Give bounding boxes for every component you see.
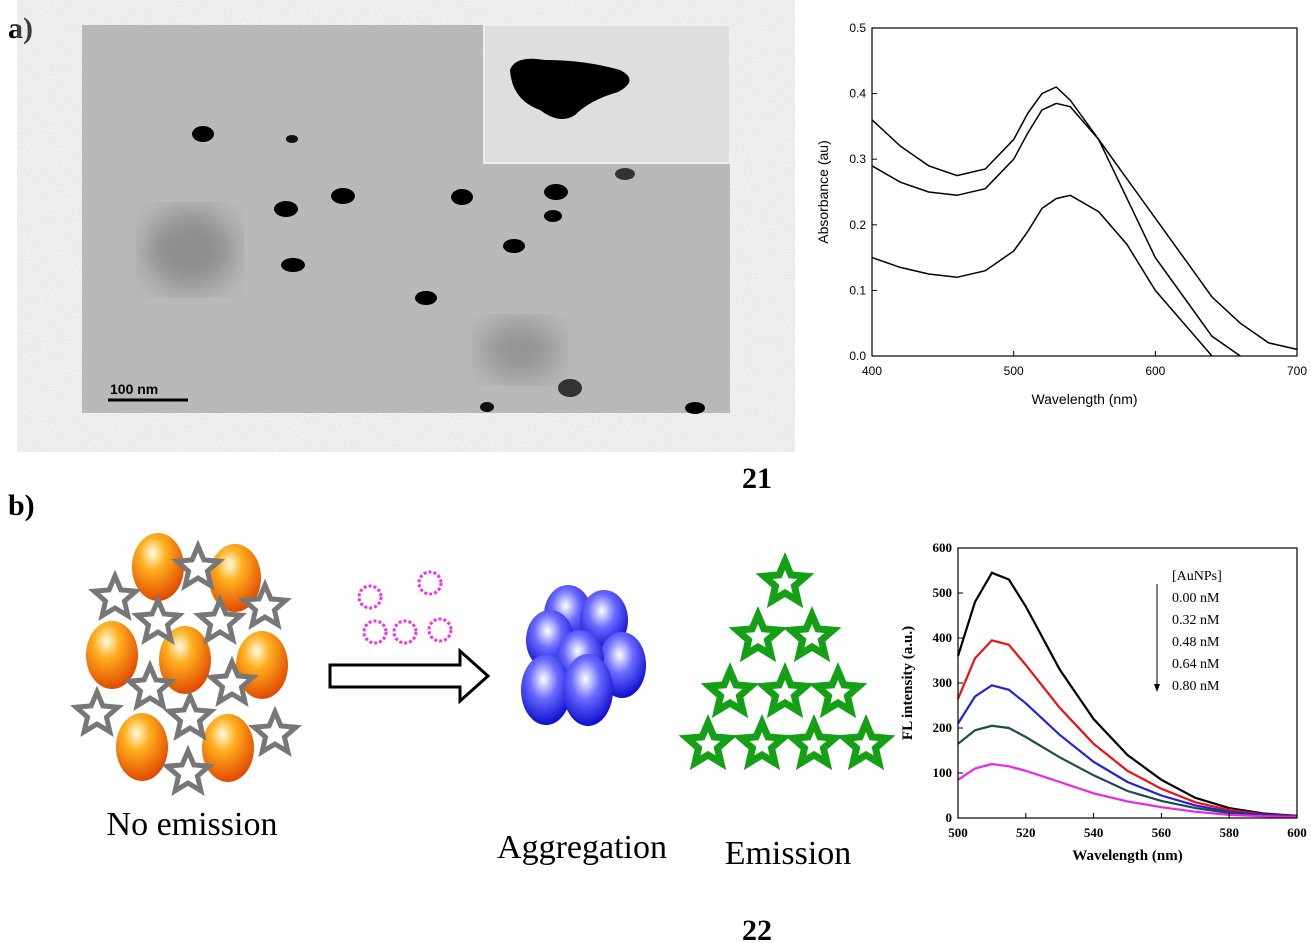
y-tick-label: 300 [933,675,953,690]
tem-image-part [480,320,560,380]
tem-image-part [145,210,235,290]
chart: 0.0 0.1 0.2 0.3 0.4 0.5 400 500 600 700 Wavelength… [815,21,1307,407]
tem-image-part [480,402,494,412]
y-tick-label: 0.2 [849,218,866,232]
data-line [872,87,1297,349]
figure-number: 21 [742,462,772,495]
y-tick-label: 600 [933,540,953,555]
tem-image-part [544,210,562,222]
scheme-label: No emission [107,806,278,843]
x-tick-label: 540 [1084,825,1104,840]
no-emission-cluster-part-part [254,712,296,752]
y-tick-label: 0.1 [849,283,866,297]
x-tick-label: 520 [1016,825,1036,840]
x-axis-label: Wavelength (nm) [1072,848,1182,864]
no-emission-cluster-part-part [169,696,211,736]
panel-label: b) [8,489,35,522]
tem-image: 100 nm [82,25,730,414]
y-axis-label: Absorbance (au) [815,140,831,244]
data-line [958,573,1297,816]
x-tick-label: 560 [1152,825,1172,840]
y-tick-label: 0.3 [849,152,866,166]
no-emission-cluster-part-part [76,692,118,732]
panel-label: a) [8,12,33,45]
x-tick-label: 600 [1287,825,1307,840]
emission-stars-part [791,615,833,655]
analyte [359,572,451,643]
data-line [872,195,1212,356]
figure-number: 22 [742,914,772,943]
emission-stars-part [764,671,806,711]
tem-image-part [281,258,305,272]
legend: [AuNPs] 0.00 nM 0.32 nM 0.48 nM 0.64 nM 0.80 … [1154,569,1222,694]
aggregate-part [563,654,613,726]
emission-stars-part [737,615,779,655]
no-emission-cluster [76,533,296,791]
analyte-part [429,619,451,641]
chart: 0 100 200 300 400 500 600 500 520 540 560 580 600 Wav… [900,540,1307,864]
x-tick-label: 700 [1287,364,1307,378]
legend-entry: 0.32 nM [1172,613,1220,628]
emission-stars [687,561,887,763]
legend-arrowhead [1154,684,1160,692]
tem-image-part [192,126,214,142]
emission-stars-part [793,723,835,763]
x-tick-label: 500 [1004,364,1024,378]
y-tick-label: 100 [933,765,953,780]
emission-stars-part [709,671,751,711]
emission-stars-part [764,561,806,601]
plot-frame [958,548,1297,818]
tem-image-part [274,201,298,217]
scheme-label: Aggregation [497,829,667,866]
analyte-part [394,621,416,643]
y-tick-label: 400 [933,630,953,645]
no-emission-cluster-part [116,713,168,781]
tem-image-part [451,189,473,205]
no-emission-cluster-part-part [94,576,136,616]
tem-image-part [558,379,582,397]
legend-entry: 0.64 nM [1172,657,1220,672]
x-tick-label: 500 [948,825,968,840]
emission-stars-part [817,671,859,711]
legend-entry: 0.80 nM [1172,679,1220,694]
y-tick-label: 0.4 [849,87,866,101]
x-tick-label: 580 [1219,825,1239,840]
tem-image-part [685,402,705,414]
y-tick-label: 0.0 [849,349,866,363]
emission-stars-part [687,723,729,763]
emission-stars-part [741,723,783,763]
analyte-part [359,586,381,608]
scheme-label: Emission [725,835,852,872]
y-tick-label: 500 [933,585,953,600]
analyte-part [419,572,441,594]
legend-entry: 0.48 nM [1172,635,1220,650]
x-tick-label: 400 [862,364,882,378]
no-emission-cluster-part-part [167,751,209,791]
x-axis-label: Wavelength (nm) [1031,391,1137,407]
data-line [872,103,1240,356]
emission-stars-part [845,723,887,763]
y-tick-label: 0 [946,810,953,825]
y-axis-label: FL intensity (a.u.) [900,626,916,740]
y-tick-label: 0.5 [849,21,866,35]
tem-image-part [331,188,355,204]
legend-entry: 0.00 nM [1172,591,1220,606]
data-line [958,685,1297,816]
no-emission-cluster-part [202,714,254,782]
tem-image-part [503,239,525,253]
x-tick-label: 600 [1145,364,1165,378]
plot-frame [872,28,1297,356]
arrow [330,651,488,701]
aggregate [521,585,646,726]
y-tick-label: 200 [933,720,953,735]
scale-bar-label: 100 nm [110,381,158,397]
figure: a) b) 21 22 100 nm [0,0,1311,943]
analyte-part [364,621,386,643]
tem-image-part [286,135,298,143]
tem-image-part [544,184,568,200]
legend-title: [AuNPs] [1172,569,1222,584]
scheme: No emission Aggregation Emission [76,533,887,872]
tem-image-part [415,291,437,305]
tem-image-part [615,168,635,180]
